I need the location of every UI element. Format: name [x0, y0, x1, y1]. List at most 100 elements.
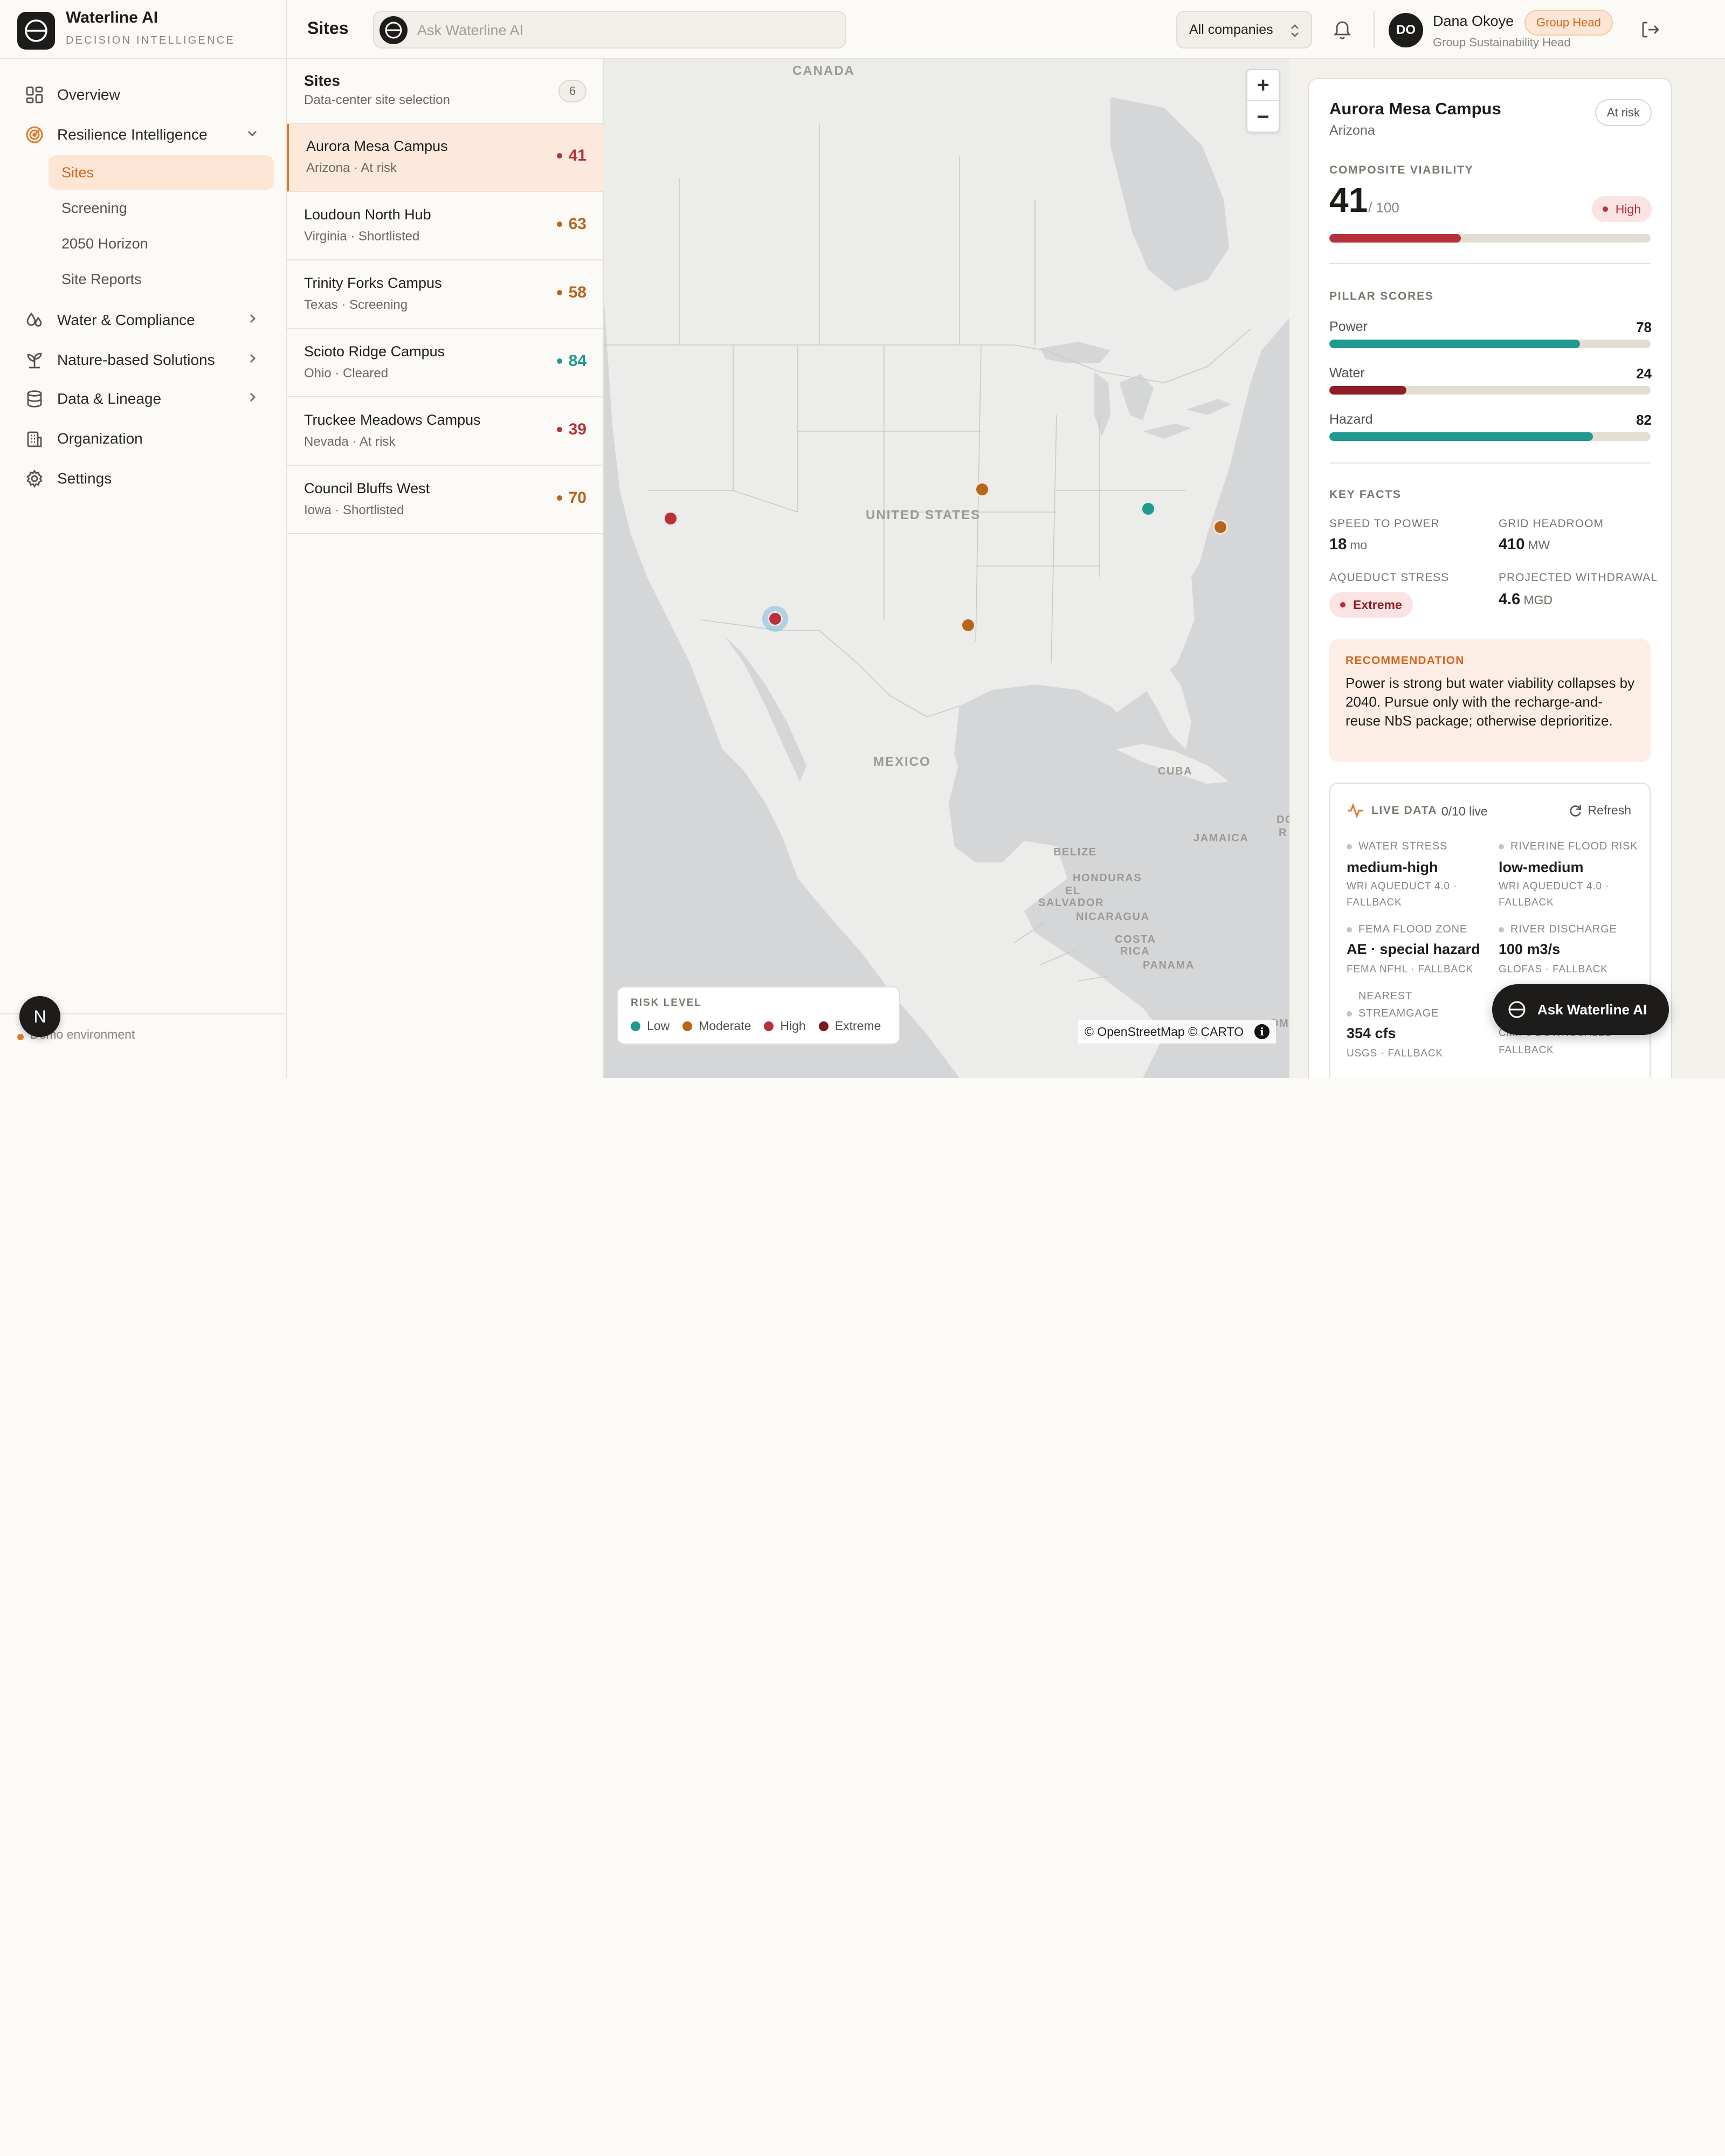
- site-meta: Iowa · Shortlisted: [304, 503, 404, 517]
- ask-ai-input[interactable]: [417, 19, 827, 41]
- site-row[interactable]: Trinity Forks Campus Texas · Screening 58: [287, 261, 604, 329]
- waterline-logo-icon[interactable]: [17, 12, 55, 50]
- detail-panel-wrap: Aurora Mesa Campus Arizona At risk COMPO…: [1289, 59, 1725, 1078]
- map-marker-trinity-forks[interactable]: [961, 618, 976, 633]
- status-dot: [1347, 1011, 1352, 1017]
- map[interactable]: CANADA UNITED STATES MEXICO CUBA JAMAICA…: [604, 59, 1289, 1078]
- nav-resilience-intelligence[interactable]: Resilience Intelligence: [24, 121, 272, 149]
- risk-level-text: High: [1615, 202, 1641, 216]
- recommendation-text: Power is strong but water viability coll…: [1346, 675, 1635, 729]
- speed-to-power-label: SPEED TO POWER: [1329, 517, 1440, 530]
- chevron-right-icon: [246, 312, 259, 329]
- site-score-value: 63: [568, 215, 586, 233]
- live-item-source: FALLBACK: [1499, 897, 1554, 908]
- site-meta: Virginia · Shortlisted: [304, 229, 420, 244]
- pillar-name: Water: [1329, 365, 1365, 381]
- pillar-bar-fill: [1329, 340, 1580, 348]
- sites-count-badge: 6: [558, 80, 586, 102]
- map-marker-loudoun-north[interactable]: [1213, 520, 1228, 535]
- top-header: Sites All companies DO Dana Okoye Group …: [287, 0, 1725, 59]
- map-label-cuba: CUBA: [1158, 765, 1193, 777]
- speed-unit: mo: [1350, 538, 1368, 552]
- speed-to-power-value: 18 mo: [1329, 536, 1367, 554]
- site-name: Loudoun North Hub: [304, 206, 431, 223]
- chevron-right-icon: [246, 351, 259, 369]
- nav-settings-label: Settings: [57, 470, 112, 487]
- site-row[interactable]: Truckee Meadows Campus Nevada · At risk 39: [287, 398, 604, 466]
- live-item-source: GLOFAS · FALLBACK: [1499, 964, 1608, 975]
- database-icon: [24, 388, 45, 410]
- recommendation-label: RECOMMENDATION: [1346, 654, 1465, 667]
- legend-items: Low Moderate High Extreme: [631, 1019, 894, 1033]
- ask-waterline-ai-button[interactable]: Ask Waterline AI: [1492, 984, 1669, 1035]
- map-marker-scioto-ridge[interactable]: [1141, 501, 1156, 516]
- site-row[interactable]: Council Bluffs West Iowa · Shortlisted 70: [287, 466, 604, 534]
- map-label-jamaica: JAMAICA: [1193, 832, 1249, 844]
- extreme-dot: [1340, 602, 1346, 607]
- role-badge: Group Head: [1524, 10, 1613, 36]
- site-score: 41: [556, 147, 586, 165]
- site-score-value: 84: [568, 352, 586, 370]
- ask-ai-bar[interactable]: [373, 11, 846, 49]
- nav-nature-based-solutions[interactable]: Nature-based Solutions: [24, 346, 272, 374]
- bell-icon[interactable]: [1333, 18, 1352, 44]
- aqueduct-stress-value: Extreme: [1353, 597, 1402, 612]
- sites-header: Sites Data-center site selection 6: [287, 59, 604, 124]
- pillar-bar: [1329, 432, 1651, 441]
- legend-label: High: [780, 1019, 806, 1033]
- live-item-source: FALLBACK: [1499, 1045, 1554, 1056]
- projected-withdrawal-value: 4.6 MGD: [1499, 591, 1552, 609]
- header-divider: [1374, 11, 1375, 49]
- site-score-value: 70: [568, 489, 586, 507]
- ask-button-label: Ask Waterline AI: [1537, 1001, 1647, 1018]
- map-label-rica: RICA: [1120, 945, 1150, 957]
- projected-withdrawal-label: PROJECTED WITHDRAWAL: [1499, 571, 1658, 584]
- site-meta: Ohio · Cleared: [304, 366, 389, 381]
- subnav-sites[interactable]: Sites: [49, 155, 274, 190]
- status-dot: [1347, 844, 1352, 849]
- sidebar: Waterline AI DECISION INTELLIGENCE Overv…: [0, 0, 287, 1078]
- n-badge[interactable]: N: [19, 996, 60, 1037]
- subnav-screening[interactable]: Screening: [61, 199, 127, 216]
- refresh-icon: [1570, 805, 1582, 817]
- avatar[interactable]: DO: [1389, 13, 1423, 47]
- info-icon[interactable]: i: [1254, 1024, 1270, 1039]
- live-item-source: USGS · FALLBACK: [1347, 1048, 1443, 1059]
- zoom-out-button[interactable]: −: [1257, 105, 1269, 129]
- legend-dot: [764, 1021, 774, 1031]
- pillar-bar: [1329, 386, 1651, 395]
- page-title: Sites: [307, 18, 349, 38]
- site-score-value: 41: [568, 147, 586, 164]
- live-item-source: WRI AQUEDUCT 4.0 ·: [1499, 881, 1610, 892]
- sites-panel: Sites Data-center site selection 6 Auror…: [287, 59, 604, 1078]
- subnav-2050-horizon[interactable]: 2050 Horizon: [61, 235, 148, 252]
- site-score: 84: [556, 352, 586, 370]
- attribution-text[interactable]: © OpenStreetMap © CARTO: [1085, 1024, 1244, 1039]
- legend-label: Extreme: [834, 1019, 881, 1033]
- subnav-site-reports[interactable]: Site Reports: [61, 271, 142, 287]
- company-select-value: All companies: [1189, 22, 1273, 37]
- map-marker-aurora-mesa[interactable]: [768, 611, 783, 626]
- map-marker-truckee-meadows[interactable]: [663, 511, 678, 526]
- nav-water-compliance[interactable]: Water & Compliance: [24, 306, 272, 334]
- grid-unit: MW: [1528, 538, 1550, 552]
- nav-organization[interactable]: Organization: [24, 425, 272, 453]
- refresh-button[interactable]: Refresh: [1568, 803, 1631, 818]
- site-score: 39: [556, 420, 586, 439]
- live-item-label: STREAMGAGE: [1347, 1005, 1439, 1022]
- nav-data-lineage[interactable]: Data & Lineage: [24, 385, 272, 413]
- nav-settings[interactable]: Settings: [24, 465, 272, 493]
- map-marker-council-bluffs[interactable]: [975, 482, 990, 497]
- pillar-name: Hazard: [1329, 412, 1373, 427]
- pillar-scores-label: PILLAR SCORES: [1329, 290, 1434, 302]
- pillar-value: 82: [1636, 412, 1652, 428]
- site-row[interactable]: Aurora Mesa Campus Arizona · At risk 41: [287, 124, 604, 192]
- nav-overview[interactable]: Overview: [24, 81, 272, 109]
- site-row[interactable]: Scioto Ridge Campus Ohio · Cleared 84: [287, 329, 604, 397]
- zoom-in-button[interactable]: +: [1247, 70, 1279, 101]
- logout-icon[interactable]: [1640, 19, 1660, 44]
- legend-item: Low: [631, 1019, 670, 1033]
- company-select[interactable]: All companies: [1176, 11, 1312, 49]
- composite-score: 41: [1329, 181, 1368, 219]
- site-row[interactable]: Loudoun North Hub Virginia · Shortlisted 6…: [287, 192, 604, 260]
